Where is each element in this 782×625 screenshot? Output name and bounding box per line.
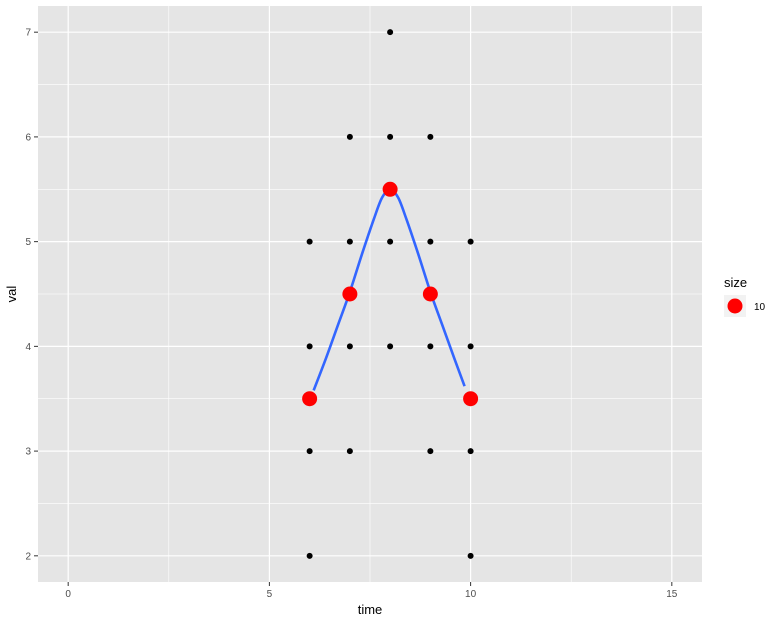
points-layer — [306, 29, 474, 559]
x-tick-label: 5 — [267, 589, 273, 600]
x-axis-title: time — [358, 602, 383, 617]
data-point — [346, 343, 353, 350]
data-point — [467, 238, 474, 245]
data-point — [427, 343, 434, 350]
mean-point — [382, 181, 398, 197]
legend-title: size — [724, 275, 747, 290]
y-tick-label: 6 — [25, 132, 31, 143]
data-point — [467, 448, 474, 455]
data-point — [467, 343, 474, 350]
x-tick-label: 15 — [666, 589, 678, 600]
grid-minor — [38, 6, 702, 582]
data-point — [387, 29, 394, 36]
data-point — [387, 238, 394, 245]
data-point — [346, 448, 353, 455]
data-point — [346, 238, 353, 245]
mean-point — [463, 391, 479, 407]
y-axis-title: val — [4, 286, 19, 303]
data-point — [427, 448, 434, 455]
data-point — [306, 448, 313, 455]
mean-point — [422, 286, 438, 302]
x-tick-label: 0 — [65, 589, 71, 600]
mean-points-layer — [302, 181, 479, 407]
data-point — [427, 133, 434, 140]
y-axis-ticks: 2 3 4 5 6 7 — [25, 28, 38, 562]
x-axis-ticks: 0 5 10 15 — [65, 582, 678, 600]
data-point — [346, 133, 353, 140]
data-point — [306, 343, 313, 350]
y-tick-label: 7 — [25, 28, 31, 39]
data-point — [387, 133, 394, 140]
x-tick-label: 10 — [465, 589, 477, 600]
grid-major — [38, 6, 702, 582]
data-point — [427, 238, 434, 245]
legend-key-dot — [727, 298, 743, 314]
legend: size 10 — [724, 275, 766, 317]
legend-label: 10 — [754, 302, 766, 313]
data-point — [387, 343, 394, 350]
mean-point — [302, 391, 318, 407]
mean-point — [342, 286, 358, 302]
y-tick-label: 4 — [25, 342, 31, 353]
data-point — [306, 238, 313, 245]
data-point — [467, 552, 474, 559]
y-tick-label: 5 — [25, 237, 31, 248]
data-point — [306, 552, 313, 559]
y-tick-label: 3 — [25, 447, 31, 458]
y-tick-label: 2 — [25, 551, 31, 562]
